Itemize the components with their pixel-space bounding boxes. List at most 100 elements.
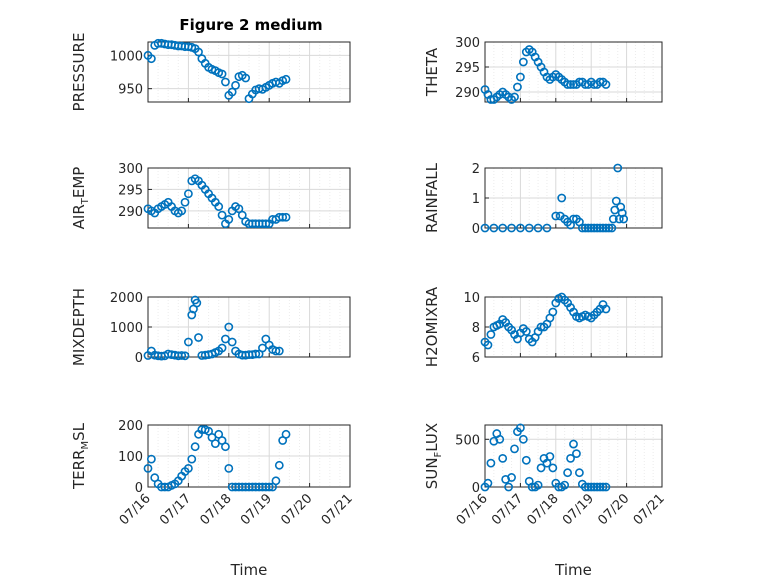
data-point — [224, 215, 234, 224]
data-point — [601, 304, 611, 314]
data-point — [177, 351, 187, 360]
data-point — [533, 223, 543, 233]
y-axis-label: RAINFALL — [423, 162, 441, 233]
data-point — [589, 223, 599, 233]
figure-title: Figure 2 medium — [179, 16, 322, 34]
data-point — [580, 482, 590, 492]
data-point — [504, 482, 513, 492]
data-point — [224, 322, 234, 332]
data-point — [194, 333, 203, 342]
data-point — [217, 210, 227, 220]
data-point — [586, 223, 596, 233]
x-tick-label: 07/20 — [278, 491, 315, 528]
x-tick-label: 07/16 — [454, 491, 491, 528]
y-tick-label: 950 — [118, 83, 143, 98]
data-point — [524, 223, 534, 233]
data-point — [498, 453, 508, 463]
data-point — [548, 463, 558, 473]
y-tick-label: 0 — [135, 481, 143, 496]
y-axis-label: TERRMSL — [70, 422, 91, 490]
data-point — [190, 442, 200, 452]
data-point — [586, 482, 596, 492]
data-point — [536, 463, 546, 473]
data-point — [194, 47, 203, 57]
data-point — [551, 211, 561, 221]
y-tick-label: 500 — [455, 433, 480, 448]
data-point — [533, 480, 543, 490]
x-axis-label: Time — [230, 561, 268, 579]
axes-box — [484, 41, 663, 103]
y-tick-label: 2000 — [110, 291, 143, 306]
data-point — [180, 197, 190, 207]
data-point — [563, 80, 572, 89]
data-point — [271, 346, 281, 356]
data-point — [217, 69, 227, 79]
data-point — [548, 307, 558, 317]
data-point — [177, 206, 187, 216]
x-tick-label: 07/19 — [560, 491, 597, 528]
y-tick-label: 0 — [472, 222, 480, 237]
data-point — [611, 196, 621, 206]
data-point — [583, 223, 593, 233]
data-point — [483, 340, 493, 350]
data-point — [210, 439, 220, 448]
data-point — [566, 80, 575, 89]
x-tick-label: 07/21 — [631, 491, 668, 528]
data-point — [613, 163, 623, 173]
y-tick-label: 10 — [463, 291, 480, 306]
data-point — [513, 82, 522, 92]
subplot-h2omixra: 6 8 10 H2OMIXRA — [423, 286, 663, 367]
y-axis-label: PRESSURE — [70, 33, 88, 112]
data-point — [557, 193, 567, 203]
x-tick-label: 07/16 — [117, 491, 154, 528]
y-axis-label: THETA — [423, 47, 441, 97]
axes-box — [484, 424, 663, 488]
data-point — [224, 463, 234, 473]
data-point — [601, 223, 611, 233]
subplot-terr-msl: 0 100 200 07/16 07/17 07/18 07/19 07/20 07/21 Tim… — [70, 419, 356, 579]
y-axis-label: H2OMIXRA — [423, 286, 441, 367]
subplot-mixdepth: 0 1000 2000 MIXDEPTH — [70, 288, 351, 366]
y-tick-label: 290 — [118, 205, 143, 220]
data-point — [507, 223, 516, 233]
data-point — [227, 337, 237, 347]
y-tick-label: 100 — [118, 450, 143, 465]
data-point — [227, 87, 237, 97]
data-point — [183, 463, 193, 473]
data-point — [510, 444, 519, 454]
y-tick-label: 1000 — [110, 49, 143, 64]
data-point — [563, 468, 572, 478]
data-point — [281, 429, 291, 439]
data-point — [183, 337, 193, 347]
data-point — [604, 223, 614, 233]
x-tick-label: 07/19 — [238, 491, 275, 528]
data-point — [518, 434, 528, 444]
data-point — [261, 219, 271, 229]
data-point — [498, 223, 508, 233]
data-point — [589, 482, 599, 492]
data-point — [592, 223, 602, 233]
data-point — [146, 454, 156, 464]
y-tick-label: 300 — [118, 162, 143, 177]
data-point — [274, 460, 284, 470]
y-tick-label: 0 — [135, 351, 143, 366]
data-point — [483, 478, 493, 488]
data-point — [580, 223, 590, 233]
data-point — [583, 482, 593, 492]
data-point — [241, 73, 251, 83]
subplot-theta: 290 295 300 THETA — [423, 36, 663, 104]
x-tick-label: 07/17 — [157, 491, 194, 528]
y-tick-label: 295 — [455, 61, 480, 76]
data-point — [231, 80, 240, 90]
data-point — [521, 327, 531, 336]
data-point — [281, 74, 291, 84]
y-tick-label: 0 — [472, 481, 480, 496]
y-tick-label: 200 — [118, 419, 143, 434]
data-point — [572, 449, 581, 459]
y-axis-label: MIXDEPTH — [70, 288, 88, 366]
data-point — [217, 343, 227, 353]
data-point — [616, 202, 626, 212]
